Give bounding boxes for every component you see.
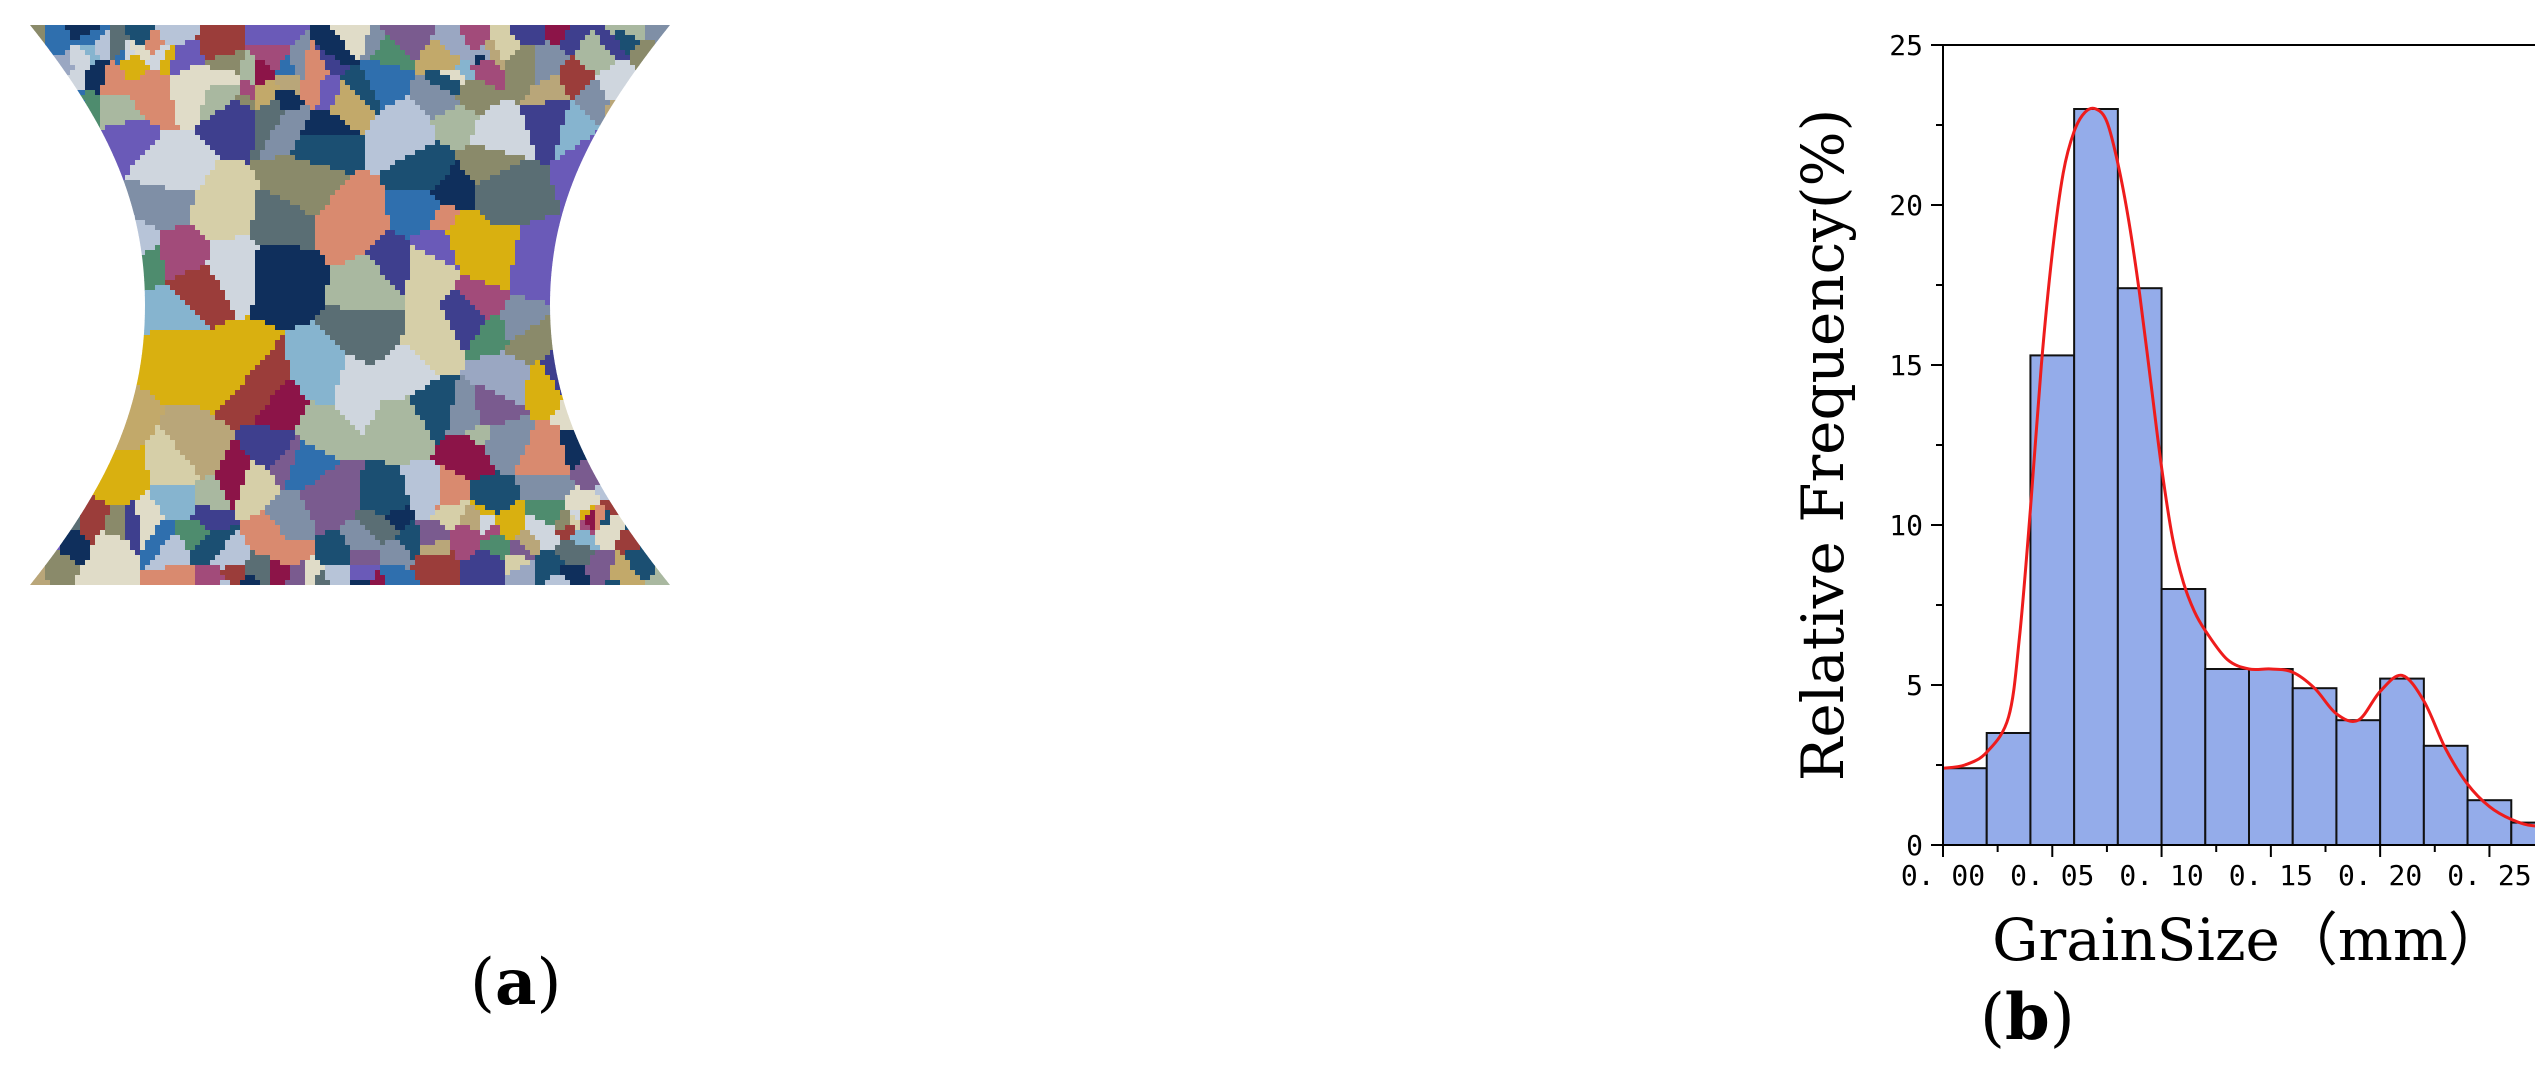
panel-label-a: (a)	[470, 945, 562, 1020]
histogram-bar	[2291, 687, 2338, 847]
y-axis-title: Relative Frequency(%)	[1789, 109, 1857, 782]
x-tick-label: 0. 25	[2447, 859, 2531, 892]
y-tick-label: 0	[1906, 829, 1923, 862]
histogram-bar	[1942, 767, 1988, 847]
y-tick-label: 25	[1889, 29, 1923, 62]
y-tick-label: 15	[1889, 349, 1923, 382]
x-tick-label: 0. 10	[2119, 859, 2203, 892]
x-tick-label: 0. 00	[1901, 859, 1985, 892]
histogram-bar	[2029, 354, 2076, 846]
histogram-bar	[2073, 108, 2119, 846]
x-tick-label: 0. 05	[2010, 859, 2094, 892]
x-tick-label: 0. 20	[2338, 859, 2422, 892]
panel-label-b: (b)	[1980, 980, 2075, 1055]
y-tick-label: 10	[1889, 509, 1923, 542]
histogram-bar	[2379, 677, 2425, 846]
distribution-fit-curve	[1942, 106, 2535, 828]
grain-size-histogram: 0. 00 0. 05 0. 10 0. 15 0. 20 0. 25 0 5 10 15 20 2…	[1789, 29, 2535, 974]
histogram-bar	[2335, 719, 2382, 847]
histogram-bar	[2116, 287, 2163, 846]
histogram-bar	[2248, 668, 2294, 846]
histogram-bar	[2160, 588, 2207, 846]
histogram-bar	[2204, 668, 2250, 846]
x-tick-label: 0. 15	[2229, 859, 2313, 892]
histogram-bar	[2422, 744, 2469, 846]
histogram-bar	[1985, 732, 2032, 846]
x-axis-title: GrainSize（mm）	[1992, 906, 2506, 974]
grain-microstructure-image	[30, 25, 670, 585]
y-tick-label: 5	[1906, 669, 1923, 702]
y-tick-label: 20	[1889, 189, 1923, 222]
